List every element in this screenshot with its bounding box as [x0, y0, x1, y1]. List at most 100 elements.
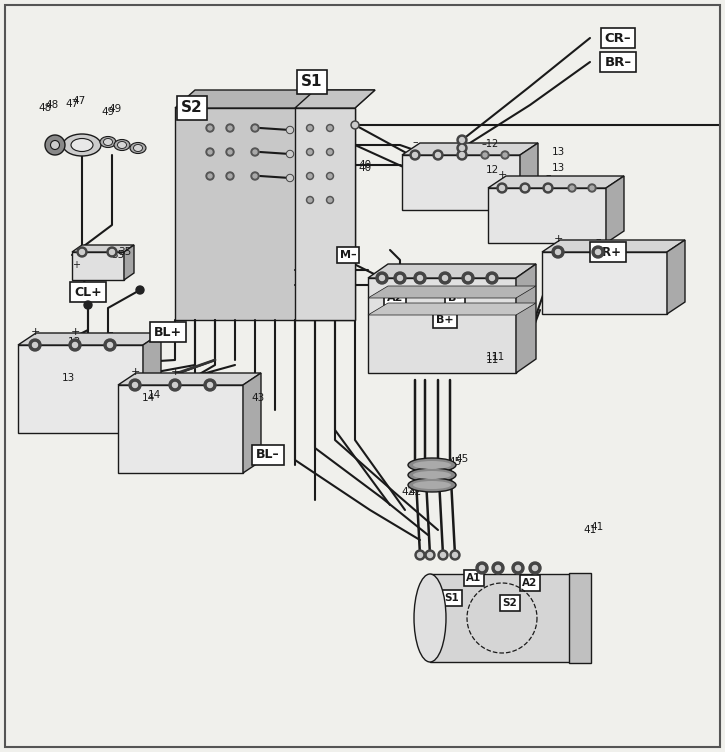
Text: S1: S1: [302, 74, 323, 89]
Text: –: –: [595, 234, 601, 244]
Polygon shape: [368, 303, 536, 315]
Text: +: +: [70, 327, 80, 337]
Circle shape: [490, 276, 494, 280]
Polygon shape: [542, 240, 685, 252]
Circle shape: [460, 145, 465, 150]
Circle shape: [514, 564, 522, 572]
Circle shape: [307, 125, 313, 132]
Text: 48: 48: [45, 100, 58, 110]
Circle shape: [441, 274, 449, 282]
Text: –: –: [207, 367, 213, 377]
Circle shape: [108, 343, 112, 347]
Polygon shape: [18, 333, 161, 345]
Circle shape: [501, 151, 509, 159]
Circle shape: [109, 250, 115, 254]
Circle shape: [480, 566, 484, 570]
Text: 41: 41: [584, 525, 597, 535]
Polygon shape: [667, 240, 685, 314]
Circle shape: [206, 172, 214, 180]
Circle shape: [208, 126, 212, 130]
Circle shape: [29, 339, 41, 351]
Circle shape: [521, 184, 529, 192]
Bar: [542, 252, 667, 314]
Circle shape: [208, 150, 212, 154]
Ellipse shape: [45, 135, 65, 155]
Text: –: –: [413, 137, 418, 147]
Circle shape: [498, 184, 506, 192]
Circle shape: [411, 151, 419, 159]
Polygon shape: [368, 286, 536, 298]
Circle shape: [555, 250, 560, 254]
Circle shape: [556, 250, 560, 254]
Circle shape: [307, 196, 313, 204]
Circle shape: [460, 153, 464, 157]
Circle shape: [328, 150, 332, 154]
Text: 42: 42: [408, 487, 421, 497]
Circle shape: [434, 151, 442, 159]
Circle shape: [104, 339, 116, 351]
Circle shape: [106, 341, 114, 349]
Ellipse shape: [408, 458, 456, 472]
Text: 47: 47: [65, 99, 78, 109]
Circle shape: [206, 148, 214, 156]
Circle shape: [226, 172, 234, 180]
Circle shape: [464, 274, 472, 282]
Circle shape: [328, 198, 332, 202]
Text: 13: 13: [552, 163, 565, 173]
Ellipse shape: [408, 468, 456, 482]
Bar: [430, 574, 575, 662]
Polygon shape: [402, 143, 538, 155]
Circle shape: [398, 276, 402, 280]
Circle shape: [452, 553, 457, 557]
Circle shape: [397, 275, 402, 280]
Circle shape: [413, 153, 418, 157]
Polygon shape: [488, 176, 624, 188]
Circle shape: [253, 150, 257, 154]
Text: BL+: BL+: [154, 326, 182, 338]
Circle shape: [596, 250, 600, 254]
Circle shape: [110, 250, 114, 254]
Text: +: +: [457, 137, 467, 147]
Circle shape: [546, 186, 550, 190]
Circle shape: [443, 276, 447, 280]
Ellipse shape: [558, 574, 590, 662]
Bar: [118, 385, 243, 473]
Circle shape: [378, 274, 386, 282]
Circle shape: [523, 186, 527, 190]
Circle shape: [73, 343, 77, 347]
Circle shape: [529, 562, 541, 574]
Circle shape: [394, 272, 406, 284]
Circle shape: [31, 341, 39, 349]
Circle shape: [439, 272, 451, 284]
Circle shape: [307, 172, 313, 180]
Text: S2: S2: [502, 598, 518, 608]
Circle shape: [169, 379, 181, 391]
Circle shape: [107, 247, 117, 257]
Circle shape: [554, 248, 562, 256]
Circle shape: [208, 174, 212, 178]
Text: 11: 11: [492, 352, 505, 362]
Ellipse shape: [71, 138, 93, 151]
Circle shape: [206, 381, 214, 389]
Circle shape: [207, 383, 212, 387]
Text: A1: A1: [466, 573, 481, 583]
Text: 49: 49: [102, 107, 115, 117]
Polygon shape: [520, 143, 538, 210]
Text: +: +: [170, 367, 180, 377]
Circle shape: [173, 383, 178, 387]
Circle shape: [307, 148, 313, 156]
Circle shape: [466, 276, 470, 280]
Circle shape: [352, 123, 357, 128]
Text: S2: S2: [181, 101, 203, 116]
Circle shape: [208, 383, 212, 387]
Circle shape: [590, 186, 594, 190]
Bar: [488, 188, 606, 243]
Circle shape: [410, 150, 420, 160]
Circle shape: [595, 250, 600, 254]
Circle shape: [544, 184, 552, 192]
Text: +: +: [553, 234, 563, 244]
Circle shape: [328, 126, 332, 130]
Ellipse shape: [413, 481, 451, 489]
Circle shape: [479, 566, 484, 571]
Circle shape: [308, 174, 312, 178]
